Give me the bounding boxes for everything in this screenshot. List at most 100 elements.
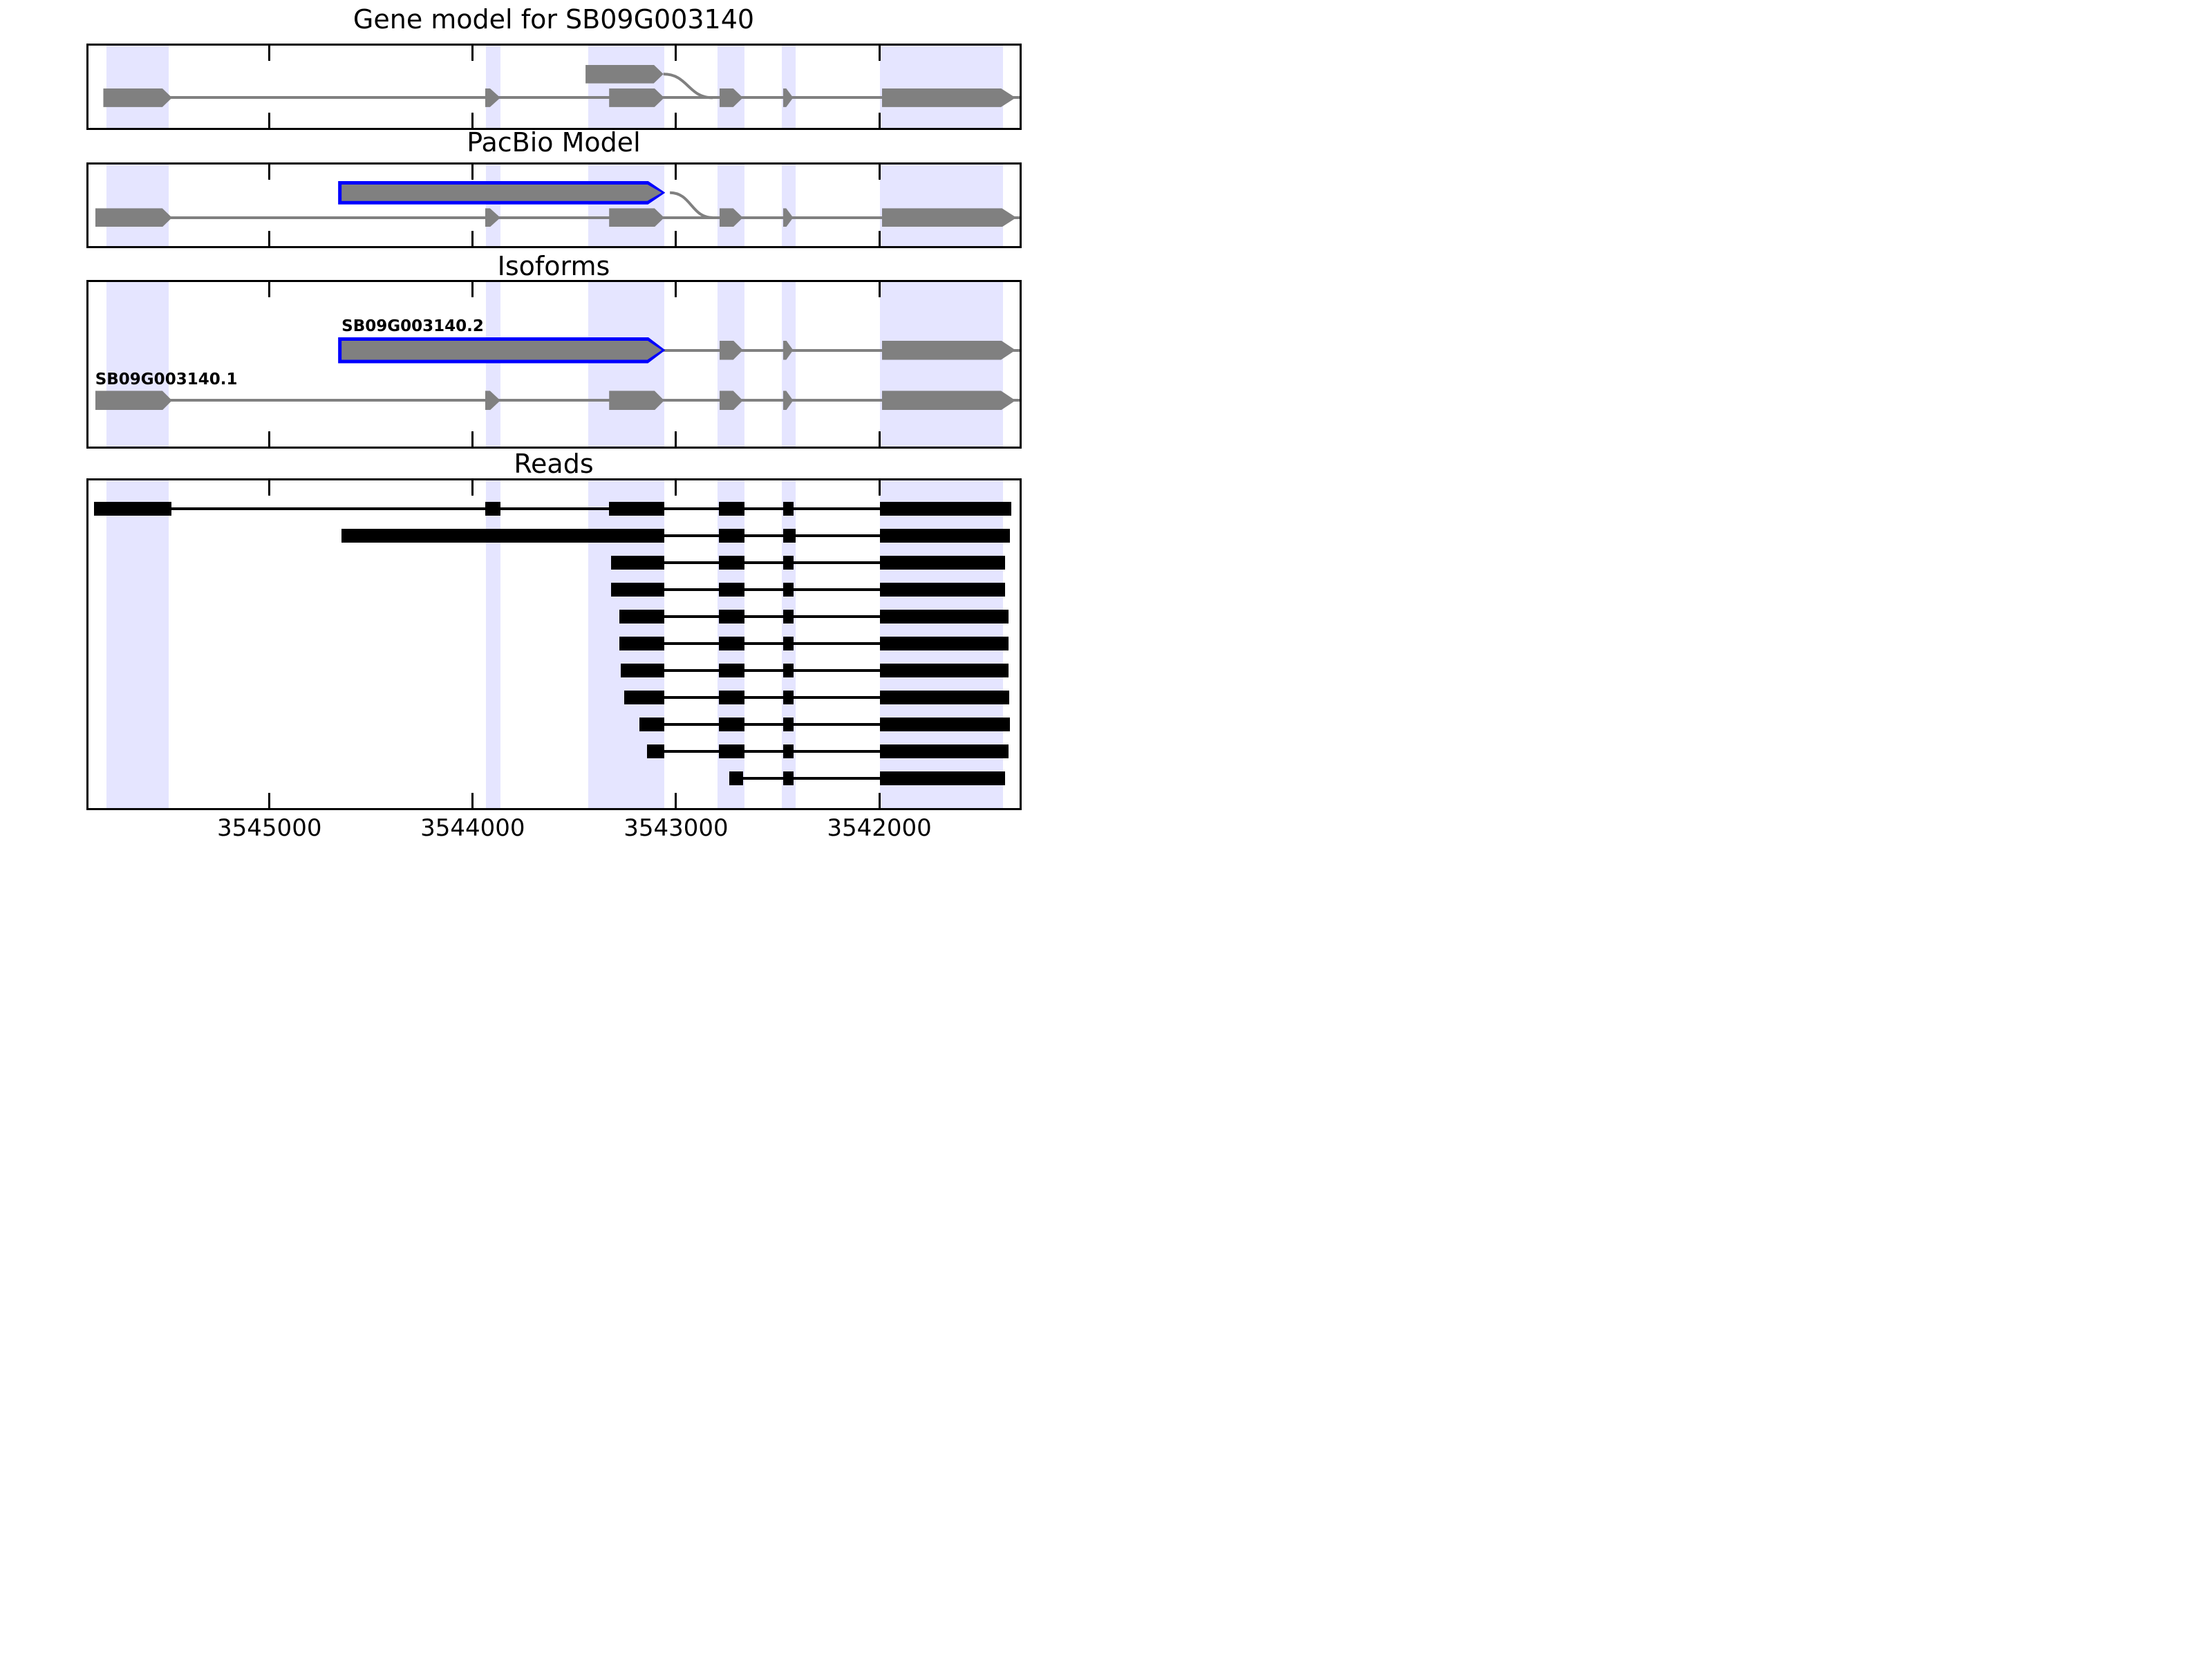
read-exon <box>879 663 1009 677</box>
exon-shape <box>882 88 1016 107</box>
read-exon <box>879 501 1011 516</box>
read-exon <box>782 690 794 704</box>
exon-highlight-band <box>879 282 1004 447</box>
axis-tick <box>268 480 271 496</box>
read-exon <box>718 744 745 758</box>
exon-shape <box>882 208 1017 227</box>
axis-tick <box>471 113 474 128</box>
axis-tick <box>675 231 677 246</box>
isoform-label: SB09G003140.1 <box>95 371 238 389</box>
exon-highlight-band <box>486 480 500 808</box>
exon-highlight-band <box>106 282 169 447</box>
read-exon <box>879 690 1010 704</box>
axis-tick <box>268 165 271 180</box>
axis-tick <box>878 282 881 297</box>
read-exon <box>879 771 1005 785</box>
read-exon <box>782 501 794 516</box>
axis-tick <box>675 480 677 496</box>
axis-tick <box>268 793 271 808</box>
exon-highlight-band <box>588 165 664 246</box>
read-exon <box>718 663 745 677</box>
x-tick-label: 3544000 <box>420 814 525 842</box>
read-exon <box>718 528 745 543</box>
read-line <box>619 641 1009 645</box>
axis-tick <box>268 46 271 61</box>
exon-shape <box>341 341 662 360</box>
exon-highlight-outline <box>338 181 665 205</box>
read-exon <box>782 663 794 677</box>
axis-tick <box>268 282 271 297</box>
read-line <box>620 668 1009 672</box>
intron-line <box>655 348 1020 352</box>
exon-highlight-band <box>486 282 500 447</box>
read-exon <box>879 528 1011 543</box>
read-line <box>639 722 1011 726</box>
exon-shape <box>609 88 664 107</box>
panel-title-isoforms: Isoforms <box>497 251 610 281</box>
exon-highlight-outline <box>338 337 665 364</box>
axis-tick <box>878 46 881 61</box>
axis-tick <box>471 282 474 297</box>
axis-tick <box>675 431 677 447</box>
axis-tick <box>268 113 271 128</box>
axis-tick <box>471 231 474 246</box>
exon-highlight-band <box>782 165 796 246</box>
read-exon <box>879 582 1005 597</box>
read-exon <box>879 744 1009 758</box>
read-exon <box>610 555 664 570</box>
exon-shape <box>882 341 1016 360</box>
read-exon <box>782 717 794 731</box>
read-exon <box>782 744 794 758</box>
exon-highlight-band <box>106 46 169 128</box>
isoform-label: SB09G003140.2 <box>341 317 484 335</box>
read-exon <box>619 636 664 650</box>
axis-tick <box>878 431 881 447</box>
read-exon <box>729 771 743 785</box>
read-line <box>610 561 1005 564</box>
read-exon <box>609 501 664 516</box>
exon-shape <box>882 391 1016 410</box>
read-exon <box>94 501 171 516</box>
read-exon <box>624 690 664 704</box>
read-exon <box>718 717 745 731</box>
read-exon <box>639 717 664 731</box>
read-exon <box>647 744 664 758</box>
read-line <box>610 588 1005 591</box>
axis-tick <box>268 431 271 447</box>
exon-highlight-band <box>106 480 169 808</box>
panel-pacbio-model <box>86 162 1022 248</box>
exon-highlight-band <box>486 165 500 246</box>
x-tick-label: 3542000 <box>827 814 932 842</box>
panel-title-reads: Reads <box>514 449 594 479</box>
exon-highlight-band <box>782 282 796 447</box>
exon-highlight-band <box>718 165 745 246</box>
panel-title-gene-model: Gene model for SB09G003140 <box>353 4 755 35</box>
axis-tick <box>471 46 474 61</box>
axis-tick <box>878 480 881 496</box>
read-exon <box>718 690 745 704</box>
panel-title-pacbio-model: PacBio Model <box>467 127 641 158</box>
read-exon <box>341 528 664 543</box>
read-exon <box>718 501 745 516</box>
read-line <box>624 695 1010 699</box>
read-exon <box>782 609 794 624</box>
read-line <box>619 615 1009 618</box>
exon-shape <box>609 391 664 410</box>
read-exon <box>718 555 745 570</box>
exon-highlight-band <box>718 46 745 128</box>
read-exon <box>620 663 664 677</box>
read-exon <box>718 636 745 650</box>
read-line <box>94 507 1011 510</box>
x-tick-label: 3545000 <box>217 814 322 842</box>
read-exon <box>879 636 1009 650</box>
exon-shape <box>103 88 171 107</box>
axis-tick <box>675 113 677 128</box>
read-line <box>647 749 1009 753</box>
axis-tick <box>675 282 677 297</box>
read-exon <box>782 771 794 785</box>
axis-tick <box>268 231 271 246</box>
x-tick-label: 3543000 <box>624 814 729 842</box>
exon-shape <box>585 65 664 84</box>
read-line <box>729 776 1005 780</box>
intron-line <box>167 399 1020 402</box>
